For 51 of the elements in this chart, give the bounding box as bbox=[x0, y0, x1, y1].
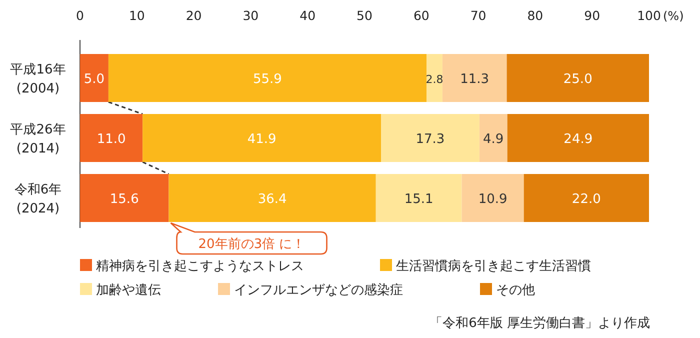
data-label: 4.9 bbox=[483, 132, 504, 147]
x-tick-label: 10 bbox=[128, 8, 145, 23]
bar bbox=[507, 114, 649, 162]
data-label: 17.3 bbox=[416, 132, 445, 147]
data-label: 2.8 bbox=[426, 73, 444, 86]
bar bbox=[80, 54, 108, 102]
bar bbox=[479, 114, 508, 162]
data-label: 10.9 bbox=[478, 192, 508, 207]
y-tick-label: 令和6年 (2024) bbox=[14, 182, 62, 216]
bar bbox=[524, 174, 649, 222]
annotation: 20年前の3倍 に！ bbox=[198, 237, 306, 252]
bar bbox=[142, 114, 381, 162]
bar bbox=[80, 174, 169, 222]
y-tick-label: 平成26年 (2014) bbox=[10, 122, 66, 156]
data-label: 55.9 bbox=[253, 72, 282, 87]
x-axis-title: (%) bbox=[663, 9, 684, 23]
legend-label: インフルエンザなどの感染症 bbox=[234, 283, 403, 298]
bar bbox=[80, 114, 143, 162]
x-tick-label: 30 bbox=[242, 8, 259, 23]
bar bbox=[506, 54, 649, 102]
data-label: 11.3 bbox=[460, 72, 490, 87]
bar bbox=[381, 114, 480, 162]
x-tick-label: 50 bbox=[356, 8, 372, 23]
legend-label: 精神病を引き起こすようなストレス bbox=[96, 259, 304, 274]
x-tick-label: 90 bbox=[584, 8, 600, 23]
data-label: 36.4 bbox=[258, 192, 287, 207]
x-tick-label: 60 bbox=[413, 8, 430, 23]
x-tick-label: 70 bbox=[470, 8, 486, 23]
data-label: 41.9 bbox=[247, 132, 276, 147]
x-tick-label: 20 bbox=[186, 8, 202, 23]
x-tick-label: 80 bbox=[527, 8, 544, 23]
data-label: 25.0 bbox=[563, 72, 592, 87]
legend-label: 加齢や遺伝 bbox=[96, 283, 161, 298]
x-tick-label: 0 bbox=[76, 8, 84, 23]
y-tick-label: 平成16年 (2004) bbox=[10, 62, 66, 96]
data-label: 15.1 bbox=[404, 192, 434, 207]
x-tick-label: 100 bbox=[637, 8, 661, 23]
bar bbox=[462, 174, 524, 222]
bar bbox=[442, 54, 507, 102]
data-label: 24.9 bbox=[564, 132, 593, 147]
x-tick-label: 40 bbox=[300, 8, 316, 23]
data-label: 5.0 bbox=[84, 72, 105, 87]
bar bbox=[426, 54, 442, 102]
text: 「令和6年版 厚生労働白書」より作成 bbox=[430, 316, 650, 331]
data-label: 15.6 bbox=[110, 192, 139, 207]
legend-label: 生活習慣病を引き起こす生活習慣 bbox=[396, 259, 591, 274]
data-label: 11.0 bbox=[96, 132, 126, 147]
bar bbox=[376, 174, 462, 222]
bar bbox=[108, 54, 427, 102]
legend-label: その他 bbox=[496, 283, 535, 298]
data-label: 22.0 bbox=[572, 192, 601, 207]
